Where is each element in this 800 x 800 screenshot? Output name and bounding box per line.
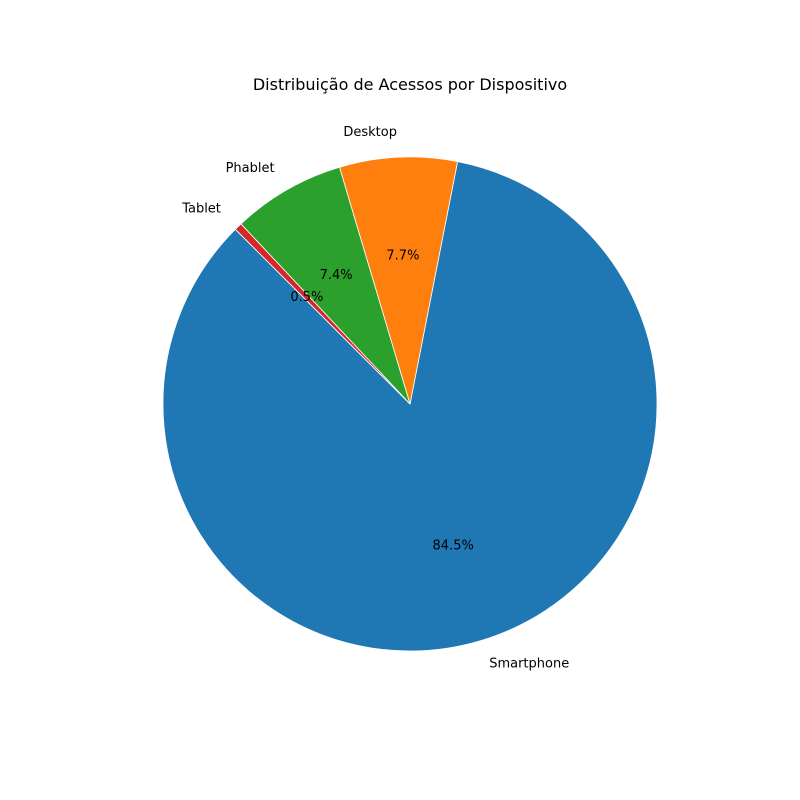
pct-label-phablet: 7.4%	[320, 268, 353, 283]
slice-tablet	[234, 223, 411, 405]
slice-label-smartphone: Smartphone	[489, 656, 569, 671]
slice-smartphone	[162, 161, 658, 652]
slice-label-desktop: Desktop	[343, 125, 397, 140]
pct-label-desktop: 7.7%	[386, 248, 419, 263]
chart-title: Distribuição de Acessos por Dispositivo	[253, 75, 567, 94]
pct-label-smartphone: 84.5%	[433, 538, 474, 553]
slice-label-phablet: Phablet	[226, 161, 275, 176]
slice-phablet	[240, 166, 411, 405]
pie-slices	[162, 156, 658, 652]
slice-desktop	[338, 156, 459, 405]
slice-label-tablet: Tablet	[181, 201, 221, 216]
pct-label-tablet: 0.5%	[290, 290, 323, 305]
pie-labels: Smartphone 84.5% Desktop 7.7% Phablet 7.4% Tab…	[181, 125, 569, 671]
